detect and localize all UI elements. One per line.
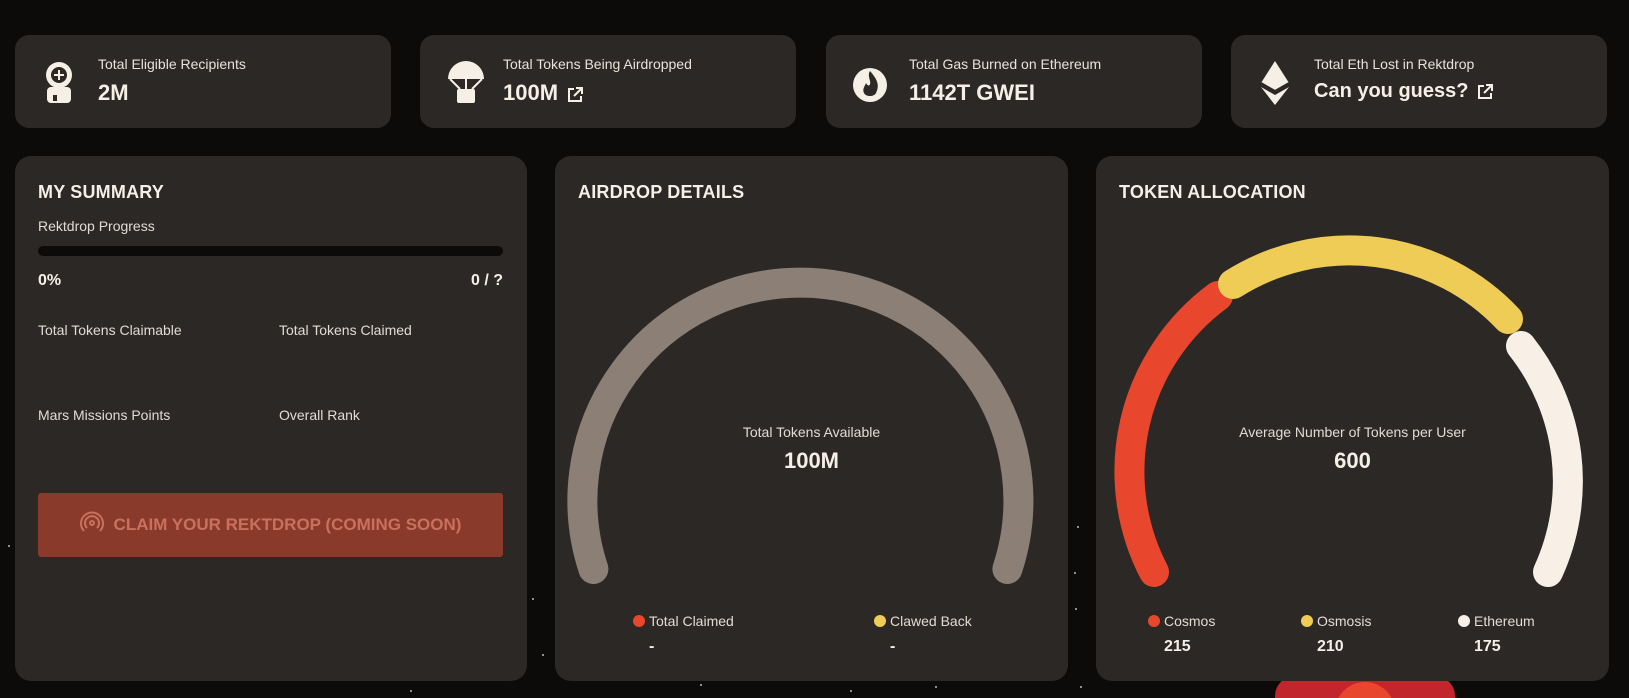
allocation-arc-cosmos <box>1114 281 1233 587</box>
stat-card-recipients: Total Eligible Recipients 2M <box>15 35 391 128</box>
flame-icon <box>850 59 894 105</box>
summary-panel: MY SUMMARY Rektdrop Progress 0% 0 / ? To… <box>15 156 527 681</box>
ethereum-icon <box>1255 59 1299 105</box>
stat-value: 2M <box>98 80 129 105</box>
star <box>1075 608 1077 610</box>
legend-dot <box>633 614 645 627</box>
legend-total-claimed: Total Claimed - <box>633 612 734 656</box>
legend-value: - <box>890 638 896 655</box>
star <box>410 690 412 692</box>
astronaut-icon <box>39 59 83 105</box>
star <box>1074 572 1076 574</box>
star <box>935 686 937 688</box>
legend-dot <box>1458 614 1470 627</box>
claim-button-label: CLAIM YOUR REKTDROP (COMING SOON) <box>113 515 462 534</box>
stat-label: Total Eligible Recipients <box>98 56 246 72</box>
stat-label: Total Tokens Being Airdropped <box>503 56 692 72</box>
allocation-gauge <box>1114 235 1583 587</box>
panel-title: AIRDROP DETAILS <box>578 182 745 202</box>
gauge-caption: Total Tokens Available <box>742 424 881 440</box>
star <box>1077 526 1079 528</box>
stat-card-eth-lost: Total Eth Lost in Rektdrop Can you guess… <box>1231 35 1607 128</box>
legend-ethereum: Ethereum 175 <box>1458 612 1535 656</box>
legend-label: Ethereum <box>1474 612 1535 629</box>
allocation-gauge-center: Average Number of Tokens per User 600 <box>1096 424 1609 474</box>
rank-label: Overall Rank <box>279 407 360 423</box>
legend-label: Osmosis <box>1317 612 1372 629</box>
star <box>542 654 544 656</box>
rocket-illustration <box>1275 676 1455 698</box>
external-link-icon[interactable] <box>566 84 584 102</box>
legend-value: 175 <box>1474 638 1501 655</box>
gauge-value: 100M <box>783 448 840 473</box>
legend-label: Cosmos <box>1164 612 1216 629</box>
parachute-icon <box>444 59 488 105</box>
legend-clawed-back: Clawed Back - <box>874 612 972 656</box>
allocation-arc-ethereum <box>1506 331 1583 587</box>
legend-dot <box>1148 614 1160 627</box>
legend-value: 210 <box>1317 638 1344 655</box>
airdrop-gauge-arc <box>567 267 1034 584</box>
star <box>532 598 534 600</box>
panel-title: TOKEN ALLOCATION <box>1119 182 1306 202</box>
stat-value: Can you guess? <box>1314 80 1494 103</box>
allocation-panel: TOKEN ALLOCATION Average Number of Token… <box>1096 156 1609 681</box>
legend-value: - <box>649 638 655 655</box>
star <box>700 684 702 686</box>
claimed-label: Total Tokens Claimed <box>279 322 412 338</box>
progress-count: 0 / ? <box>470 272 503 289</box>
legend-label: Clawed Back <box>890 612 972 629</box>
legend-dot <box>1301 614 1313 627</box>
panel-title: MY SUMMARY <box>38 182 165 202</box>
airdrop-gauge <box>567 267 1034 584</box>
legend-osmosis: Osmosis 210 <box>1301 612 1371 656</box>
star <box>1080 686 1082 688</box>
progress-label: Rektdrop Progress <box>38 218 155 234</box>
airdrop-signal-icon <box>79 511 104 540</box>
legend-dot <box>874 614 886 627</box>
star <box>8 545 10 547</box>
legend-value: 215 <box>1164 638 1191 655</box>
airdrop-gauge-center: Total Tokens Available 100M <box>555 424 1068 474</box>
external-link-icon[interactable] <box>1476 83 1494 101</box>
stat-value: 1142T GWEI <box>909 80 1035 105</box>
progress-percent: 0% <box>38 272 62 289</box>
stat-label: Total Eth Lost in Rektdrop <box>1314 56 1475 72</box>
stat-card-tokens: Total Tokens Being Airdropped 100M <box>420 35 796 128</box>
airdrop-panel: AIRDROP DETAILS Total Tokens Available 1… <box>555 156 1068 681</box>
claimable-label: Total Tokens Claimable <box>38 322 182 338</box>
stat-card-gas: Total Gas Burned on Ethereum 1142T GWEI <box>826 35 1202 128</box>
legend-cosmos: Cosmos 215 <box>1148 612 1215 656</box>
stat-label: Total Gas Burned on Ethereum <box>909 56 1102 72</box>
progress-bar <box>38 246 503 256</box>
star <box>850 690 852 692</box>
allocation-arc-osmosis <box>1218 235 1523 334</box>
claim-button[interactable]: CLAIM YOUR REKTDROP (COMING SOON) <box>38 493 503 557</box>
gauge-value: 600 <box>1334 448 1371 473</box>
points-label: Mars Missions Points <box>38 407 171 423</box>
stat-value: 100M <box>503 80 584 106</box>
legend-label: Total Claimed <box>649 612 734 629</box>
gauge-caption: Average Number of Tokens per User <box>1239 424 1466 440</box>
